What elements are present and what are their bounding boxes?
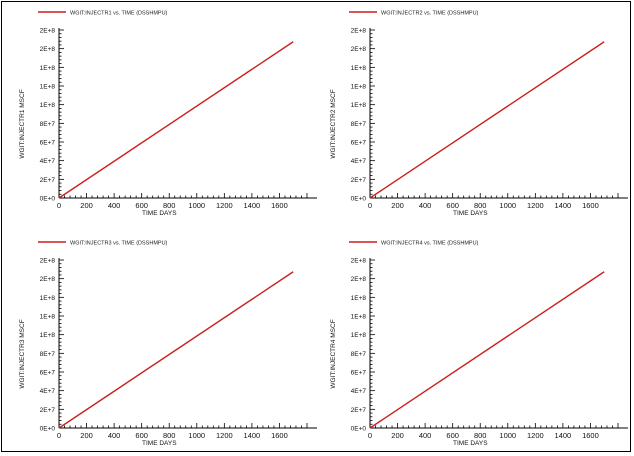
- y-tick-label: 2E+7: [351, 177, 367, 184]
- x-axis-label: TIME DAYS: [453, 440, 488, 447]
- x-tick-label: 1200: [527, 431, 544, 440]
- legend-label: WGIT:INJECTR2 vs. TIME (DSSHMPU): [381, 11, 479, 17]
- y-tick-label: 4E+7: [40, 158, 56, 165]
- y-tick-label: 2E+7: [351, 407, 367, 414]
- chart-panel-3: WGIT:INJECTR3 vs. TIME (DSSHMPU) 0E+0 2E+7…: [19, 241, 317, 447]
- y-tick-label: 8E+7: [40, 351, 56, 358]
- y-tick-label: 2E+8: [351, 28, 367, 35]
- legend-label: WGIT:INJECTR3 vs. TIME (DSSHMPU): [70, 241, 168, 247]
- y-tick-label: 4E+7: [351, 388, 367, 395]
- y-axis-label: WGIT:INJECTR4 MSCF: [330, 319, 337, 388]
- x-tick-label: 0: [368, 201, 372, 210]
- y-tick-label: 0E+0: [351, 196, 367, 203]
- x-tick-label: 1000: [499, 201, 516, 210]
- series-line: [369, 271, 605, 429]
- y-tick-label: 1E+8: [351, 102, 367, 109]
- x-tick-label: 200: [80, 431, 93, 440]
- y-tick-label: 1E+8: [351, 84, 367, 91]
- x-tick-label: 1400: [244, 201, 261, 210]
- x-tick-label: 800: [474, 201, 487, 210]
- y-tick-label: 4E+7: [40, 388, 56, 395]
- x-tick-label: 1200: [527, 201, 544, 210]
- y-tick-label: 0E+0: [40, 196, 56, 203]
- x-tick-label: 1600: [271, 431, 288, 440]
- y-tick-label: 8E+7: [351, 121, 367, 128]
- y-tick-label: 1E+8: [351, 332, 367, 339]
- x-tick-label: 1600: [271, 201, 288, 210]
- x-tick-label: 0: [57, 201, 61, 210]
- x-tick-label: 600: [135, 201, 148, 210]
- y-tick-label: 1E+8: [40, 102, 56, 109]
- x-tick-label: 400: [108, 431, 121, 440]
- series-line: [369, 41, 605, 199]
- y-tick-label: 2E+8: [351, 46, 367, 53]
- y-tick-label: 1E+8: [351, 65, 367, 72]
- x-tick-label: 1200: [216, 201, 233, 210]
- y-tick-label: 1E+8: [351, 295, 367, 302]
- series-line: [58, 41, 294, 199]
- y-tick-label: 1E+8: [40, 295, 56, 302]
- x-tick-label: 1200: [216, 431, 233, 440]
- y-axis-label: WGIT:INJECTR3 MSCF: [19, 319, 26, 388]
- y-tick-label: 0E+0: [40, 426, 56, 433]
- y-tick-label: 2E+8: [351, 258, 367, 265]
- x-tick-label: 600: [446, 431, 459, 440]
- y-tick-label: 1E+8: [40, 84, 56, 91]
- y-tick-label: 1E+8: [40, 65, 56, 72]
- x-tick-label: 1000: [188, 201, 205, 210]
- chart-panel-1: WGIT:INJECTR1 vs. TIME (DSSHMPU) 0E+0 2E+7…: [19, 11, 317, 217]
- y-axis-label: WGIT:INJECTR1 MSCF: [19, 89, 26, 158]
- x-tick-label: 400: [419, 431, 432, 440]
- y-tick-label: 2E+7: [40, 177, 56, 184]
- x-tick-label: 1400: [555, 431, 572, 440]
- x-tick-label: 800: [163, 201, 176, 210]
- x-tick-label: 1600: [582, 431, 599, 440]
- y-tick-label: 8E+7: [40, 121, 56, 128]
- x-tick-label: 1400: [555, 201, 572, 210]
- x-tick-label: 1000: [188, 431, 205, 440]
- legend-label: WGIT:INJECTR4 vs. TIME (DSSHMPU): [381, 241, 479, 247]
- y-tick-label: 2E+8: [40, 276, 56, 283]
- y-tick-label: 2E+8: [40, 46, 56, 53]
- legend-label: WGIT:INJECTR1 vs. TIME (DSSHMPU): [70, 11, 168, 17]
- x-tick-label: 600: [135, 431, 148, 440]
- x-tick-label: 400: [108, 201, 121, 210]
- y-tick-label: 2E+7: [40, 407, 56, 414]
- x-tick-label: 1000: [499, 431, 516, 440]
- y-axis-label: WGIT:INJECTR2 MSCF: [330, 89, 337, 158]
- y-tick-label: 1E+8: [40, 314, 56, 321]
- y-tick-label: 8E+7: [351, 351, 367, 358]
- x-tick-label: 200: [391, 431, 404, 440]
- y-tick-label: 1E+8: [40, 332, 56, 339]
- x-axis-label: TIME DAYS: [142, 210, 177, 217]
- y-tick-label: 6E+7: [351, 140, 367, 147]
- y-tick-label: 2E+8: [351, 276, 367, 283]
- y-tick-label: 1E+8: [351, 314, 367, 321]
- chart-panel-4: WGIT:INJECTR4 vs. TIME (DSSHMPU) 0E+0 2E+7…: [330, 241, 628, 447]
- x-tick-label: 200: [391, 201, 404, 210]
- series-line: [58, 271, 294, 429]
- x-tick-label: 800: [474, 431, 487, 440]
- y-tick-label: 2E+8: [40, 28, 56, 35]
- charts-canvas: WGIT:INJECTR1 vs. TIME (DSSHMPU) 0E+0 2E+7…: [19, 11, 628, 447]
- x-tick-label: 400: [419, 201, 432, 210]
- y-tick-label: 6E+7: [40, 370, 56, 377]
- x-tick-label: 800: [163, 431, 176, 440]
- y-tick-label: 6E+7: [40, 140, 56, 147]
- y-tick-label: 2E+8: [40, 258, 56, 265]
- x-tick-label: 600: [446, 201, 459, 210]
- y-tick-label: 4E+7: [351, 158, 367, 165]
- x-tick-label: 1400: [244, 431, 261, 440]
- x-tick-label: 0: [368, 431, 372, 440]
- x-tick-label: 0: [57, 431, 61, 440]
- y-tick-label: 0E+0: [351, 426, 367, 433]
- x-axis-label: TIME DAYS: [142, 440, 177, 447]
- x-tick-label: 1600: [582, 201, 599, 210]
- y-tick-label: 6E+7: [351, 370, 367, 377]
- x-axis-label: TIME DAYS: [453, 210, 488, 217]
- x-tick-label: 200: [80, 201, 93, 210]
- chart-panel-2: WGIT:INJECTR2 vs. TIME (DSSHMPU) 0E+0 2E+7…: [330, 11, 628, 217]
